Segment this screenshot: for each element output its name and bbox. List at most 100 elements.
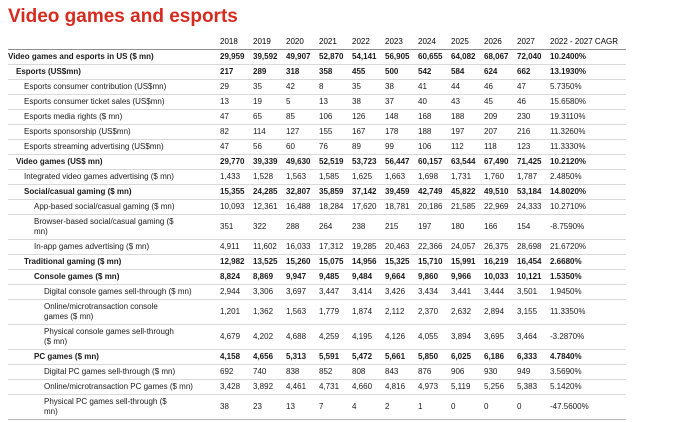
cell-value: 60: [286, 139, 319, 155]
cell-value: 18,284: [319, 199, 352, 215]
cell-value: 197: [451, 124, 484, 140]
row-label: Physical console games sell-through ($ m…: [8, 324, 220, 350]
cell-value: 4,158: [220, 349, 253, 365]
cell-value: 45: [484, 94, 517, 110]
cell-value: 624: [484, 64, 517, 80]
column-header-year-2024: 2024: [418, 35, 451, 50]
row-label: Video games and esports in US ($ mn): [8, 49, 220, 65]
cell-value: 29: [220, 79, 253, 95]
cell-value: 188: [418, 124, 451, 140]
cell-value: 264: [319, 214, 352, 240]
cell-value: 1,874: [352, 299, 385, 325]
cell-value: 44: [451, 79, 484, 95]
cell-value: 52,519: [319, 154, 352, 170]
cell-value: 56: [253, 139, 286, 155]
cell-value: 5,661: [385, 349, 418, 365]
page-title: Video games and esports: [8, 6, 238, 27]
cell-value: 3,695: [484, 324, 517, 350]
cell-value: 166: [484, 214, 517, 240]
cell-value: 65: [253, 109, 286, 125]
cell-value: 2: [385, 394, 418, 420]
table-row: Traditional gaming ($ mn) 12,982 13,525 15,…: [8, 254, 626, 270]
cell-value: 1,760: [484, 169, 517, 185]
cell-value: 1,663: [385, 169, 418, 185]
cell-value: 0: [517, 394, 550, 420]
cell-value: 22,366: [418, 239, 451, 255]
row-label: Digital console games sell-through ($ mn…: [8, 284, 220, 300]
row-label: Video games (US$ mn): [8, 154, 220, 170]
cell-value: 99: [385, 139, 418, 155]
cell-value: 1,731: [451, 169, 484, 185]
cell-value: 49,630: [286, 154, 319, 170]
cell-value: 1,563: [286, 169, 319, 185]
cell-value: 9,966: [451, 269, 484, 285]
cell-value: 322: [253, 214, 286, 240]
table-row: Video games (US$ mn) 29,770 39,339 49,630 52…: [8, 154, 626, 170]
cell-cagr: 13.1930%: [550, 64, 626, 80]
cell-value: 10,093: [220, 199, 253, 215]
cell-value: 37: [385, 94, 418, 110]
cell-cagr: 14.8020%: [550, 184, 626, 200]
cell-value: 662: [517, 64, 550, 80]
cell-value: 906: [451, 364, 484, 380]
cell-value: 40: [418, 94, 451, 110]
cell-value: 60,157: [418, 154, 451, 170]
cell-value: 16,219: [484, 254, 517, 270]
cell-value: 3,426: [385, 284, 418, 300]
cell-value: 19,285: [352, 239, 385, 255]
cell-value: 216: [517, 124, 550, 140]
cell-value: 852: [319, 364, 352, 380]
cell-cagr: 10.2400%: [550, 49, 626, 65]
cell-value: 4,126: [385, 324, 418, 350]
cell-value: 3,155: [517, 299, 550, 325]
cell-value: 9,485: [319, 269, 352, 285]
cell-value: 11,602: [253, 239, 286, 255]
cell-value: 123: [517, 139, 550, 155]
cell-value: 20,186: [418, 199, 451, 215]
cell-value: 288: [286, 214, 319, 240]
cell-value: 35,859: [319, 184, 352, 200]
cell-value: 26,375: [484, 239, 517, 255]
cell-value: 5,472: [352, 349, 385, 365]
row-label: In-app games advertising ($ mn): [8, 239, 220, 255]
cell-value: 41: [418, 79, 451, 95]
cell-cagr: -3.2870%: [550, 324, 626, 350]
cell-value: 1,787: [517, 169, 550, 185]
cell-value: 9,664: [385, 269, 418, 285]
column-header-year-2019: 2019: [253, 35, 286, 50]
table-row: Esports consumer ticket sales (US$mn) 13 1…: [8, 94, 626, 110]
cell-value: 207: [484, 124, 517, 140]
cell-value: 19: [253, 94, 286, 110]
cell-value: 5,850: [418, 349, 451, 365]
cell-value: 4,202: [253, 324, 286, 350]
cell-value: 197: [418, 214, 451, 240]
cell-value: 217: [220, 64, 253, 80]
cell-value: 10,121: [517, 269, 550, 285]
cell-value: 188: [451, 109, 484, 125]
cell-value: 85: [286, 109, 319, 125]
cell-value: 692: [220, 364, 253, 380]
column-header-year-2025: 2025: [451, 35, 484, 50]
cell-value: 35: [352, 79, 385, 95]
cell-value: 5,383: [517, 379, 550, 395]
cell-value: 4,461: [286, 379, 319, 395]
cell-value: 24,057: [451, 239, 484, 255]
table-row: App-based social/casual gaming ($ mn) 10,…: [8, 199, 626, 215]
cell-value: 4,731: [319, 379, 352, 395]
cell-value: 114: [253, 124, 286, 140]
cell-value: 49,907: [286, 49, 319, 65]
cell-value: 3,428: [220, 379, 253, 395]
cell-value: 1,779: [319, 299, 352, 325]
cell-value: 542: [418, 64, 451, 80]
cell-value: 3,414: [352, 284, 385, 300]
cell-value: 22,969: [484, 199, 517, 215]
table-row: Online/microtransaction PC games ($ mn) 3…: [8, 379, 626, 395]
cell-value: 17,620: [352, 199, 385, 215]
cell-value: 39,592: [253, 49, 286, 65]
cell-value: 6,025: [451, 349, 484, 365]
table-header-row: 2018 2019 2020 2021 2022 2023 2024 2025 2026 2027…: [8, 35, 626, 50]
cell-cagr: 2.6680%: [550, 254, 626, 270]
cell-value: 37,142: [352, 184, 385, 200]
cell-value: 9,484: [352, 269, 385, 285]
cell-value: 230: [517, 109, 550, 125]
